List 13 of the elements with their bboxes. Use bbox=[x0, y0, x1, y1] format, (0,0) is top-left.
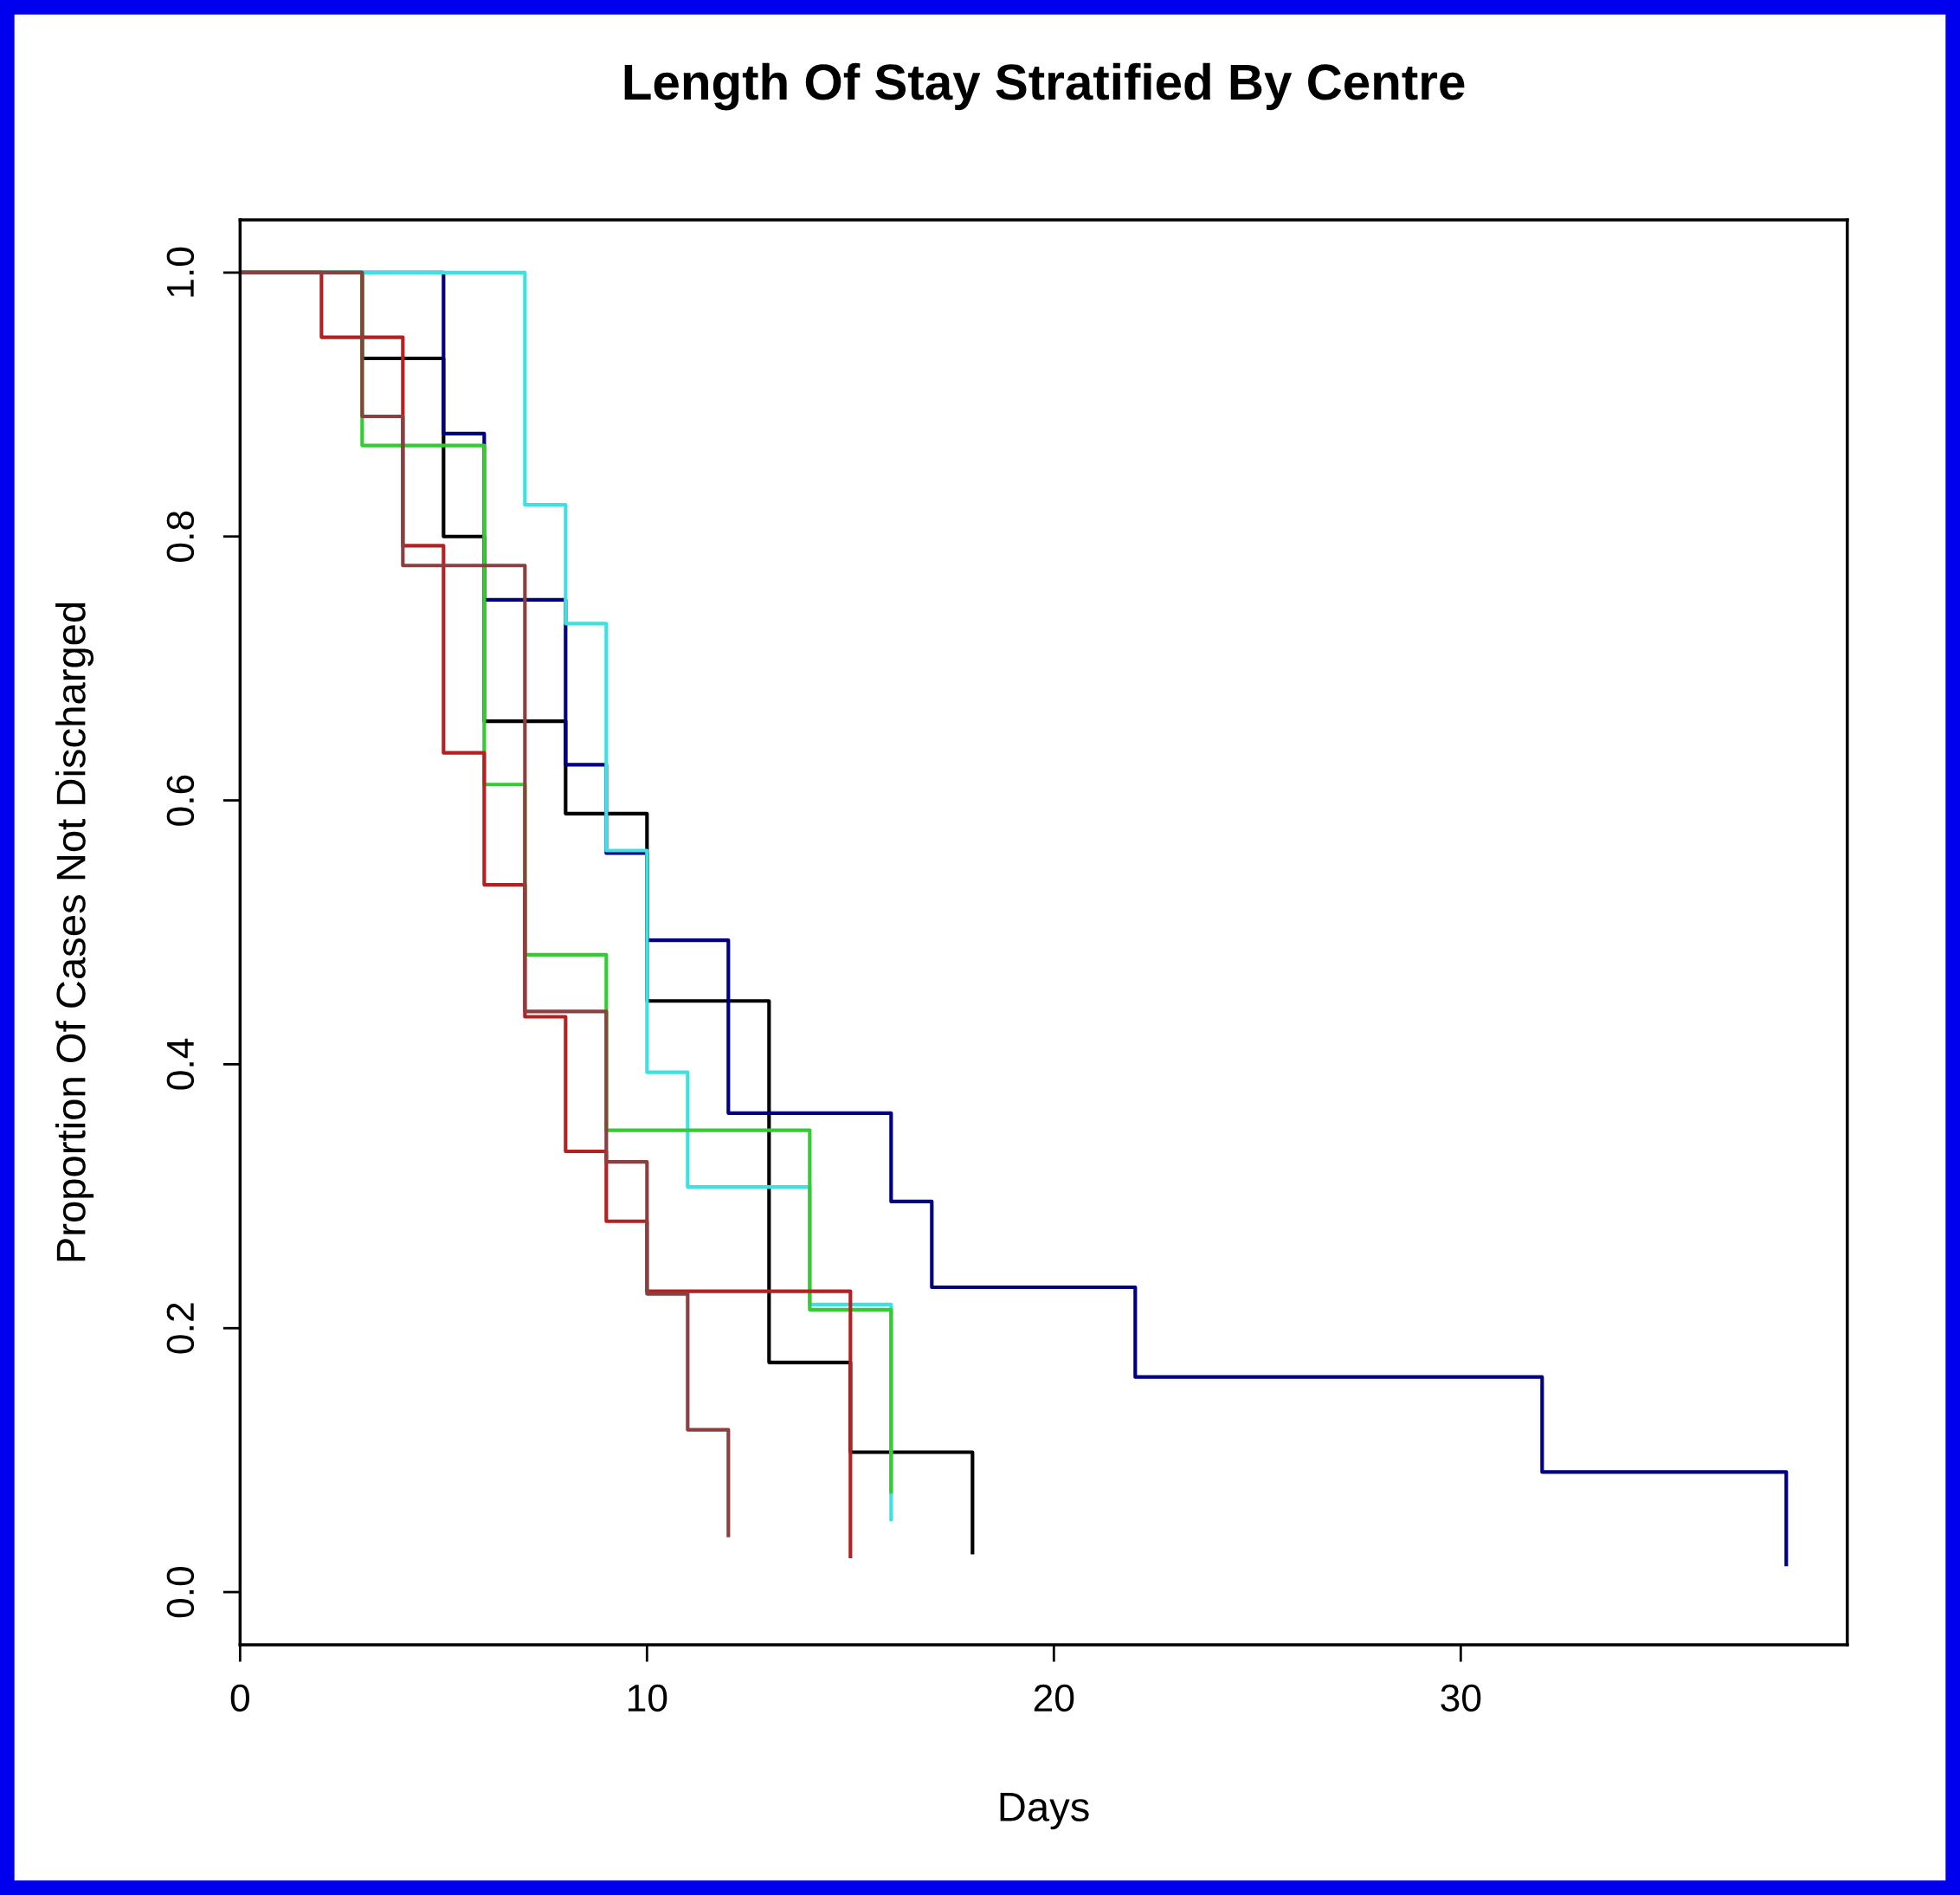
x-tick-label: 0 bbox=[230, 1684, 249, 1712]
y-tick-label: 0.0 bbox=[166, 1566, 195, 1618]
x-axis-title: Days bbox=[1000, 1792, 1089, 1830]
chart-title: Length Of Stay Stratified By Centre bbox=[624, 62, 1465, 111]
y-tick-label: 0.8 bbox=[166, 511, 195, 562]
y-tick-label: 1.0 bbox=[166, 247, 195, 297]
x-tick-label: 10 bbox=[629, 1684, 667, 1712]
y-tick-label: 0.4 bbox=[166, 1038, 195, 1090]
y-axis-title: Proportion Of Cases Not Discharged bbox=[55, 603, 94, 1261]
y-tick-label: 0.2 bbox=[166, 1303, 195, 1354]
y-tick-label: 0.6 bbox=[166, 775, 195, 826]
x-tick-label: 30 bbox=[1441, 1684, 1481, 1712]
x-tick-label: 20 bbox=[1034, 1684, 1074, 1712]
